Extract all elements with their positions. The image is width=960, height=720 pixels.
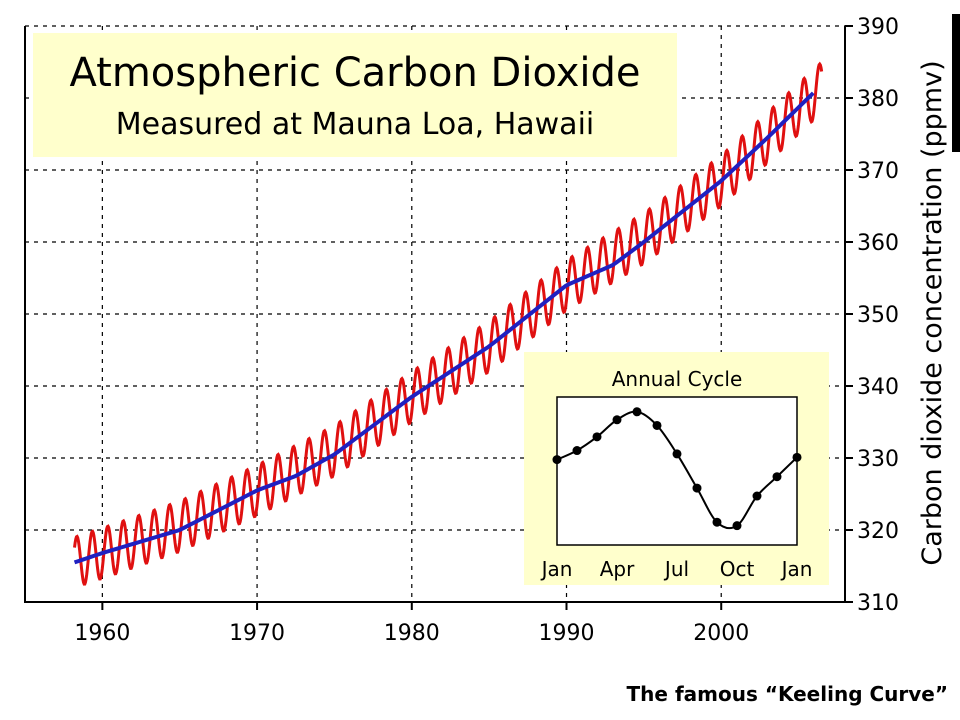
x-tick-label-1970: 1970 xyxy=(229,621,285,646)
y-tick-label-380: 380 xyxy=(857,87,899,112)
inset-x-tick-labels: Jan Apr Jul Oct Jan xyxy=(540,557,813,581)
inset-plot-frame xyxy=(556,396,798,546)
annual-cycle-point-2 xyxy=(592,432,602,442)
annual-cycle-point-5 xyxy=(652,420,662,430)
monthly-co2-series-line xyxy=(73,61,824,586)
annual-cycle-point-1 xyxy=(572,446,582,456)
y-tick-labels: 310 320 330 340 350 360 370 380 390 xyxy=(857,15,899,616)
annual-cycle-point-12 xyxy=(792,452,802,462)
inset-x-tick-label-4: Jan xyxy=(780,557,813,581)
inset-title: Annual Cycle xyxy=(612,367,743,391)
y-tick-label-310: 310 xyxy=(857,591,899,616)
slide-edge-bar xyxy=(952,14,960,152)
title-panel xyxy=(33,33,677,157)
inset-x-tick-label-0: Jan xyxy=(540,557,573,581)
chart-subtitle: Measured at Mauna Loa, Hawaii xyxy=(116,107,595,142)
x-tick-label-1980: 1980 xyxy=(384,621,440,646)
annual-cycle-point-0 xyxy=(552,455,562,465)
trend-co2-series-line xyxy=(73,91,815,565)
annual-cycle-point-3 xyxy=(612,415,622,425)
chart-title: Atmospheric Carbon Dioxide xyxy=(70,50,641,96)
inset-x-tick-label-1: Apr xyxy=(600,557,635,581)
annual-cycle-point-9 xyxy=(732,521,742,531)
y-tick-label-320: 320 xyxy=(857,519,899,544)
annual-cycle-point-10 xyxy=(752,491,762,501)
annual-cycle-point-7 xyxy=(692,483,702,493)
y-tick-label-330: 330 xyxy=(857,447,899,472)
y-tick-label-390: 390 xyxy=(857,15,899,40)
inset-x-tick-label-3: Oct xyxy=(720,557,755,581)
keeling-curve-caption: The famous “Keeling Curve” xyxy=(626,682,948,706)
x-tick-label-2000: 2000 xyxy=(693,621,749,646)
y-tick-label-340: 340 xyxy=(857,375,899,400)
annual-cycle-point-11 xyxy=(772,472,782,482)
x-tick-label-1990: 1990 xyxy=(539,621,595,646)
y-tick-label-360: 360 xyxy=(857,231,899,256)
inset-x-tick-label-2: Jul xyxy=(663,557,689,581)
x-tick-labels: 1960 1970 1980 1990 2000 xyxy=(74,621,749,646)
y-tick-label-350: 350 xyxy=(857,303,899,328)
y-tick-label-370: 370 xyxy=(857,159,899,184)
annual-cycle-point-4 xyxy=(632,407,642,417)
annual-cycle-points xyxy=(552,407,802,531)
annual-cycle-point-6 xyxy=(672,449,682,459)
main-axes xyxy=(24,25,853,610)
y-axis-label: Carbon dioxide concentration (ppmv) xyxy=(917,60,948,565)
annual-cycle-inset: Annual Cycle Jan Apr Jul Oct Jan xyxy=(524,352,829,585)
annual-cycle-point-8 xyxy=(712,517,722,527)
x-tick-label-1960: 1960 xyxy=(74,621,130,646)
